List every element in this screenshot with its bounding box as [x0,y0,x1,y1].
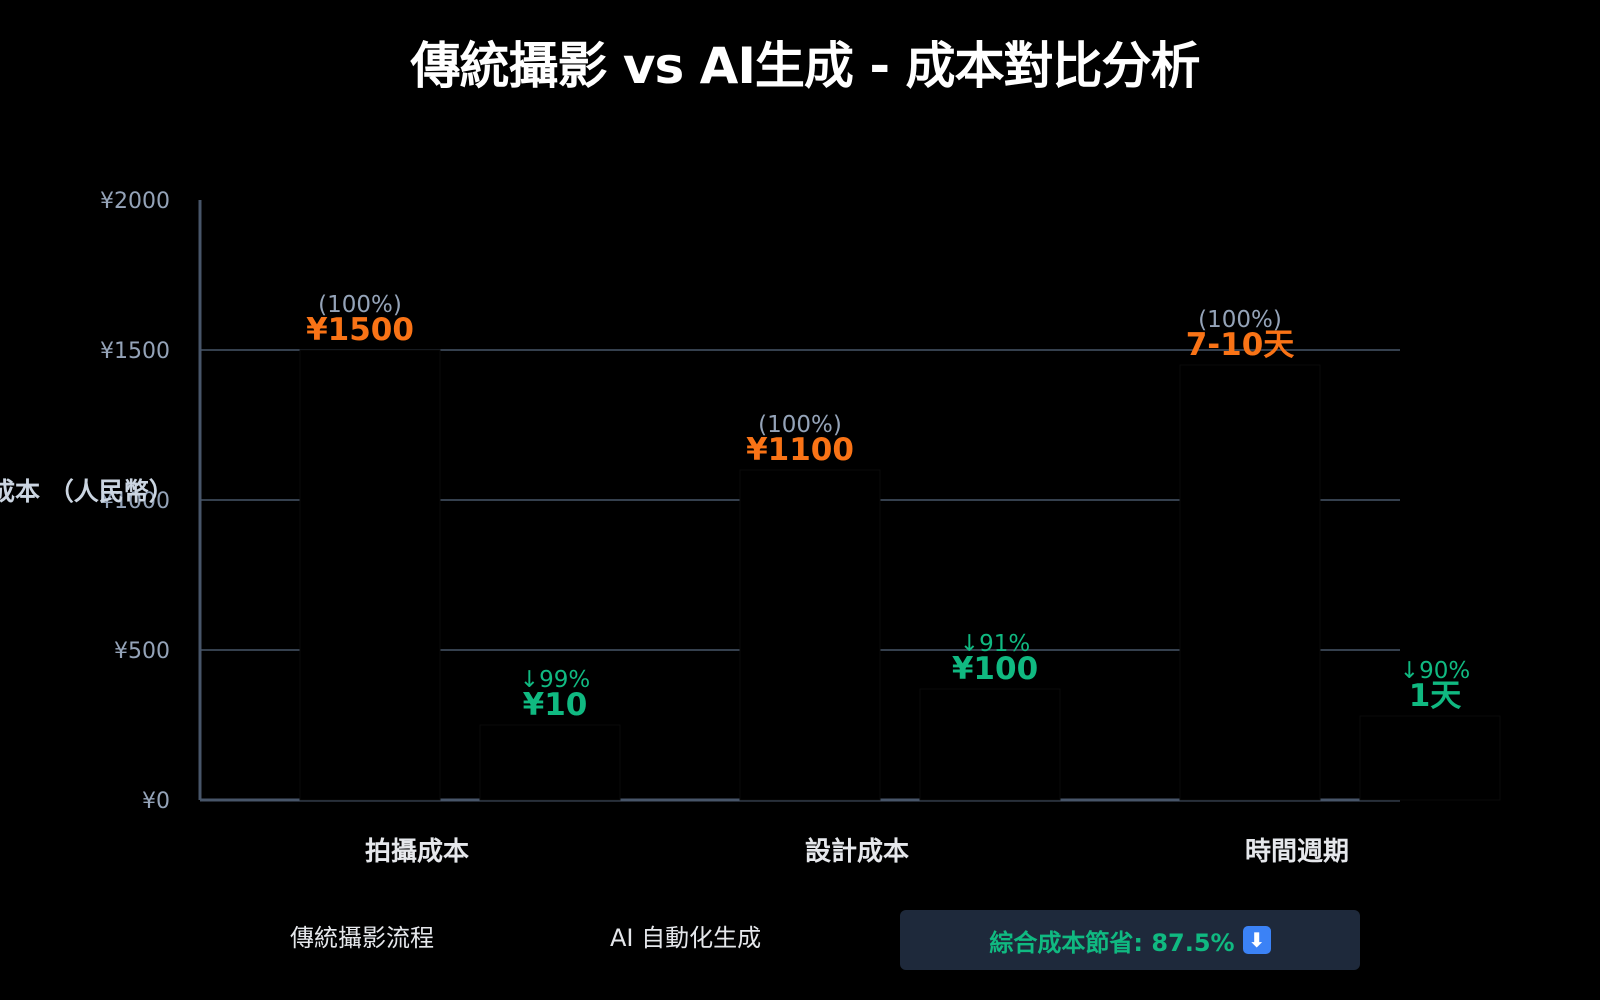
legend-item-ai: AI 自動化生成 [610,924,762,952]
legend-item-traditional: 傳統攝影流程 [290,924,434,952]
y-tick-label: ¥500 [114,639,170,664]
bar-sublabel: ↓91% [960,631,1030,657]
bar-sublabel: ↓90% [1400,658,1470,684]
bar-value-label: ¥10 [523,687,588,723]
bar-sublabel: (100%) [1198,307,1282,333]
x-tick-label: 時間週期 [1245,837,1349,867]
bar-sublabel: (100%) [318,292,402,318]
down-arrow-icon: ⬇ [1242,926,1271,954]
bar-traditional-0 [299,349,441,801]
bar-value-label: 1天 [1409,678,1462,714]
bar-traditional-1 [739,469,881,801]
y-tick-label: ¥0 [142,789,170,814]
y-tick-label: ¥1500 [100,339,170,364]
chart-title: 傳統攝影 vs AI生成 - 成本對比分析 [410,37,1200,95]
bar-sublabel: ↓99% [520,667,590,693]
bar-value-label: ¥1100 [746,432,854,468]
bar-value-label: ¥100 [952,651,1038,687]
bar-sublabel: (100%) [758,412,842,438]
summary-savings-text: 綜合成本節省: 87.5% [989,928,1235,957]
y-axis-label: 成本 （人民幣） [0,477,174,506]
y-tick-label: ¥1000 [100,489,170,514]
summary-savings-badge: 綜合成本節省: 87.5% ⬇ [900,910,1360,970]
bar-value-label: ¥1500 [306,312,414,348]
x-tick-label: 拍攝成本 [365,837,469,867]
bar-ai-1 [919,688,1061,801]
bar-traditional-2 [1179,364,1321,801]
y-tick-label: ¥2000 [100,189,170,214]
x-tick-label: 設計成本 [805,836,909,867]
bar-value-label: 7-10天 [1186,327,1295,363]
bar-ai-2 [1359,715,1501,801]
bar-ai-0 [479,724,621,801]
